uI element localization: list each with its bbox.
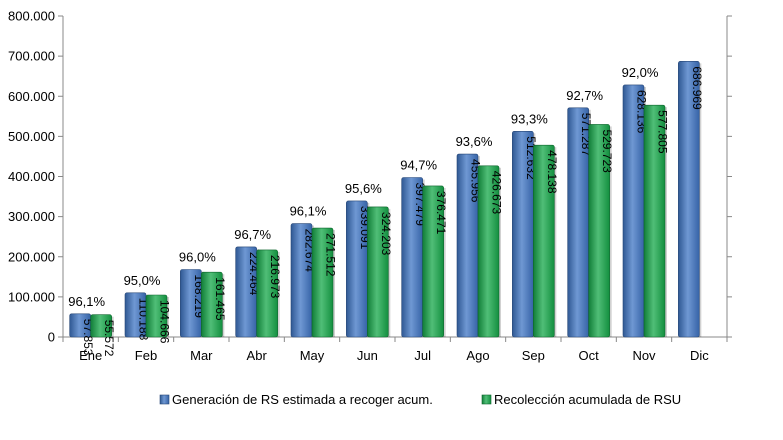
legend-swatch-recoleccion xyxy=(481,394,492,405)
percentage-annotation: 93,6% xyxy=(456,134,493,149)
legend-swatch-generacion xyxy=(159,394,170,405)
legend-label-generacion: Generación de RS estimada a recoger acum… xyxy=(172,392,433,407)
bar-value-label: 104.666 xyxy=(158,300,172,344)
bar-value-label: 478.138 xyxy=(545,150,559,194)
percentage-annotation: 96,1% xyxy=(290,204,327,219)
percentage-annotation: 95,0% xyxy=(124,273,161,288)
percentage-annotation: 92,7% xyxy=(566,88,603,103)
x-tick-label: Ene xyxy=(79,348,102,363)
bar-value-label: 426.673 xyxy=(490,171,504,215)
percentage-annotation: 92,0% xyxy=(622,65,659,80)
y-tick-label: 100.000 xyxy=(8,289,55,304)
bar-recoleccion-may xyxy=(311,227,334,338)
bar-recoleccion-ene xyxy=(90,314,112,338)
y-tick-label: 800.000 xyxy=(8,9,55,24)
x-tick-label: Feb xyxy=(135,348,157,363)
y-tick-label: 200.000 xyxy=(8,249,55,264)
bar-value-label: 216.973 xyxy=(268,255,282,299)
bar-recoleccion-mar xyxy=(201,271,223,338)
bar-recoleccion-abr xyxy=(256,249,278,338)
bar-value-label: 55.572 xyxy=(102,320,116,357)
bar-recoleccion-nov xyxy=(643,104,666,338)
y-tick-label: 0 xyxy=(48,330,55,345)
x-tick-label: Abr xyxy=(247,348,268,363)
legend-label-recoleccion: Recolección acumulada de RSU xyxy=(494,392,681,407)
bar-recoleccion-oct xyxy=(588,124,610,338)
bar-recoleccion-feb xyxy=(145,294,168,338)
bar-value-label: 324.203 xyxy=(379,212,393,256)
bar-recoleccion-jun xyxy=(367,206,389,338)
y-tick-label: 600.000 xyxy=(8,89,55,104)
x-tick-label: Nov xyxy=(632,348,656,363)
bar-generacion-dic xyxy=(678,61,700,338)
y-tick-label: 700.000 xyxy=(8,49,55,64)
bar-value-label: 376.471 xyxy=(434,191,448,235)
bar-value-label: 577.805 xyxy=(656,110,670,154)
x-tick-label: Oct xyxy=(579,348,600,363)
bar-value-label: 529.723 xyxy=(600,129,614,173)
percentage-annotation: 94,7% xyxy=(400,158,437,173)
y-tick-label: 400.000 xyxy=(8,169,55,184)
bar-recoleccion-jul xyxy=(422,185,444,338)
x-tick-label: May xyxy=(300,348,325,363)
x-tick-label: Sep xyxy=(522,348,545,363)
x-tick-label: Dic xyxy=(690,348,709,363)
bar-value-label: 686.969 xyxy=(690,66,704,110)
x-tick-label: Jul xyxy=(414,348,431,363)
percentage-annotation: 95,6% xyxy=(345,181,382,196)
y-tick-label: 300.000 xyxy=(8,209,55,224)
x-tick-label: Ago xyxy=(466,348,489,363)
x-tick-label: Mar xyxy=(190,348,213,363)
bar-value-label: 271.512 xyxy=(324,233,338,277)
percentage-annotation: 93,3% xyxy=(511,111,548,126)
percentage-annotation: 96,7% xyxy=(234,227,271,242)
percentage-annotation: 96,1% xyxy=(68,294,105,309)
percentage-annotation: 96,0% xyxy=(179,250,216,265)
bar-recoleccion-ago xyxy=(477,165,500,338)
bar-recoleccion-sep xyxy=(533,144,555,338)
x-tick-label: Jun xyxy=(357,348,378,363)
bar-value-label: 161.465 xyxy=(213,277,227,321)
y-tick-label: 500.000 xyxy=(8,129,55,144)
